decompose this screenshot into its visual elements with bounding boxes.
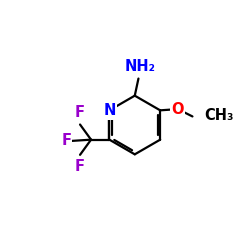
Text: F: F — [62, 134, 72, 148]
Text: N: N — [103, 103, 116, 118]
Text: F: F — [75, 105, 85, 120]
Text: O: O — [172, 102, 184, 116]
Text: F: F — [75, 159, 85, 174]
Text: NH₂: NH₂ — [125, 59, 156, 74]
Text: CH₃: CH₃ — [205, 108, 234, 123]
